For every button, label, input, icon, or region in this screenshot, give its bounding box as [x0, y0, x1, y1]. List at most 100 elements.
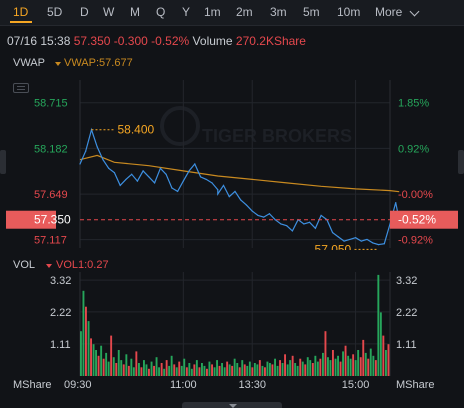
price-point — [377, 243, 380, 246]
price-point — [159, 167, 161, 169]
volume-bar — [379, 312, 382, 376]
y-tick-label-right: 1.85% — [398, 98, 429, 110]
watermark-text: TIGER BROKERS — [202, 126, 352, 146]
volume-bar — [175, 367, 178, 376]
volume-chart[interactable]: 3.32 3.32 2.22 2.22 1.11 1.11 MShare MShare 09:3… — [0, 272, 464, 400]
volume-bar — [337, 355, 339, 376]
volume-bar — [211, 364, 213, 376]
volume-bar — [203, 365, 206, 376]
tab-1d[interactable]: 1D — [13, 5, 29, 19]
volume-bar — [314, 355, 317, 376]
tab-y[interactable]: Y — [182, 5, 191, 19]
y-tick-label-left: 3.32 — [50, 275, 71, 287]
left-scroll-handle[interactable] — [0, 150, 6, 174]
volume-bar — [206, 368, 208, 376]
volume-bar — [309, 360, 312, 376]
price-point — [182, 180, 184, 182]
tab-1m[interactable]: 1m — [204, 5, 221, 19]
tab-m[interactable]: M — [130, 5, 140, 19]
volume-bar — [132, 367, 135, 376]
y-tick-label-left: 2.22 — [50, 307, 71, 319]
price-point — [176, 190, 179, 193]
quote-change-pct: -0.52% — [151, 34, 190, 48]
price-chart[interactable]: TIGER BROKERS 58.715 58.182 57.649 57.117 1.8… — [0, 80, 464, 250]
tab-5m[interactable]: 5m — [303, 5, 320, 19]
price-point — [199, 176, 202, 178]
volume-bar — [322, 352, 324, 376]
volume-bar — [216, 360, 218, 376]
volume-bar — [319, 358, 322, 376]
tab-10m[interactable]: 10m — [337, 5, 361, 19]
volume-bar — [173, 364, 176, 376]
watermark-logo-icon — [160, 106, 200, 146]
tab-3m[interactable]: 3m — [270, 5, 287, 19]
volume-bar — [185, 367, 188, 376]
volume-bar — [112, 357, 115, 376]
vol-value-label: VOL1:0.27 — [56, 259, 109, 271]
sub-indicator-name[interactable]: VOL — [13, 259, 36, 271]
chevron-down-icon[interactable] — [229, 404, 237, 408]
price-point — [154, 182, 156, 184]
volume-bar — [281, 363, 284, 376]
volume-label: Volume — [192, 34, 233, 48]
current-price-tag — [6, 210, 56, 229]
volume-bar — [127, 365, 130, 376]
right-scroll-handle[interactable] — [458, 150, 464, 174]
y-tick-label-left: 58.182 — [34, 143, 68, 155]
volume-bar — [329, 360, 332, 376]
volume-bar — [256, 364, 259, 376]
volume-bar — [153, 365, 155, 376]
tab-q[interactable]: Q — [156, 5, 166, 19]
tab-d[interactable]: D — [80, 5, 89, 19]
volume-bar — [327, 357, 329, 376]
price-point — [263, 216, 265, 218]
volume-bar — [279, 360, 281, 376]
volume-bar — [377, 274, 380, 376]
volume-bar — [213, 367, 216, 376]
volume-bar — [301, 361, 304, 376]
y-tick-label-right: 2.22 — [396, 307, 417, 319]
volume-bar — [238, 367, 241, 376]
x-tick-label: 09:30 — [64, 379, 92, 391]
volume-bar — [258, 360, 261, 376]
volume-bar — [357, 350, 360, 376]
quote-info-line: 07/16 15:38 57.350 -0.300 -0.52% Volume … — [7, 34, 306, 48]
volume-bar — [369, 348, 372, 376]
dropdown-triangle-icon[interactable] — [55, 62, 61, 66]
tab-w[interactable]: W — [103, 5, 115, 19]
volume-bar — [291, 355, 294, 376]
period-tab-bar: 1D 5D D W M Q Y 1m 2m 3m 5m 10m More — [0, 0, 464, 26]
price-point — [240, 199, 242, 201]
volume-bar — [148, 368, 150, 376]
volume-bar — [85, 306, 87, 376]
price-point — [85, 150, 87, 152]
y-tick-label-right: 1.11 — [396, 339, 417, 351]
volume-bar — [188, 363, 191, 376]
price-point — [188, 170, 190, 172]
main-indicator-name[interactable]: VWAP — [13, 57, 45, 69]
tab-more[interactable]: More — [375, 5, 403, 19]
price-point — [108, 167, 110, 169]
volume-bar — [140, 367, 143, 376]
volume-bar — [324, 331, 327, 376]
volume-bar — [107, 361, 110, 376]
volume-bar — [190, 368, 193, 376]
dropdown-triangle-icon[interactable] — [46, 264, 52, 268]
volume-bar — [82, 290, 85, 376]
volume-bar — [316, 361, 319, 376]
volume-bar — [80, 331, 82, 376]
price-point — [222, 184, 225, 187]
tab-5d[interactable]: 5D — [47, 5, 63, 19]
price-point — [125, 178, 127, 181]
price-point — [395, 201, 397, 204]
volume-bar — [306, 357, 309, 376]
chevron-down-icon[interactable] — [409, 6, 420, 17]
volume-bar — [382, 335, 385, 376]
volume-bar — [284, 354, 286, 376]
settings-icon[interactable] — [13, 83, 29, 93]
volume-bar — [198, 367, 201, 376]
volume-bar — [344, 345, 347, 376]
tab-2m[interactable]: 2m — [236, 5, 253, 19]
price-point — [314, 227, 316, 229]
price-point — [96, 146, 98, 148]
